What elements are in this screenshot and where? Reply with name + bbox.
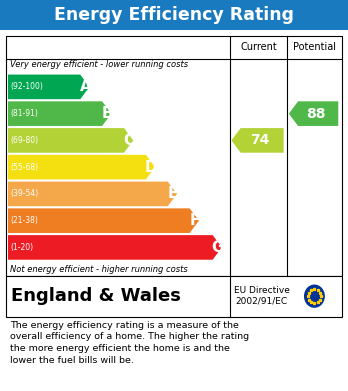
Text: (69-80): (69-80) bbox=[10, 136, 38, 145]
Text: G: G bbox=[212, 240, 224, 255]
Text: (1-20): (1-20) bbox=[10, 243, 33, 252]
Text: Potential: Potential bbox=[293, 42, 336, 52]
Text: Not energy efficient - higher running costs: Not energy efficient - higher running co… bbox=[10, 265, 188, 274]
Text: F: F bbox=[190, 213, 200, 228]
Text: (81-91): (81-91) bbox=[10, 109, 38, 118]
Text: The energy efficiency rating is a measure of the
overall efficiency of a home. T: The energy efficiency rating is a measur… bbox=[10, 321, 249, 365]
Polygon shape bbox=[8, 101, 111, 126]
Text: (55-68): (55-68) bbox=[10, 163, 38, 172]
Text: E: E bbox=[168, 187, 178, 201]
Polygon shape bbox=[8, 128, 133, 153]
Text: EU Directive
2002/91/EC: EU Directive 2002/91/EC bbox=[234, 287, 290, 306]
Text: England & Wales: England & Wales bbox=[11, 287, 181, 305]
Text: A: A bbox=[79, 79, 91, 94]
Polygon shape bbox=[8, 75, 89, 99]
Bar bbox=[0, 0, 348, 30]
Text: 88: 88 bbox=[307, 107, 326, 121]
Bar bbox=[6, 36, 342, 276]
Text: Energy Efficiency Rating: Energy Efficiency Rating bbox=[54, 6, 294, 24]
Polygon shape bbox=[8, 235, 222, 260]
Text: (92-100): (92-100) bbox=[10, 83, 43, 91]
Text: (39-54): (39-54) bbox=[10, 189, 38, 198]
Text: Current: Current bbox=[240, 42, 277, 52]
Polygon shape bbox=[8, 155, 155, 179]
Text: B: B bbox=[101, 106, 113, 121]
Bar bbox=[6, 276, 342, 317]
Text: C: C bbox=[124, 133, 135, 148]
Text: Very energy efficient - lower running costs: Very energy efficient - lower running co… bbox=[10, 60, 188, 69]
Polygon shape bbox=[289, 101, 338, 126]
Circle shape bbox=[305, 285, 324, 307]
Polygon shape bbox=[8, 208, 199, 233]
Polygon shape bbox=[8, 181, 177, 206]
Text: 74: 74 bbox=[251, 133, 270, 147]
Polygon shape bbox=[231, 128, 284, 153]
Text: D: D bbox=[145, 160, 157, 175]
Text: (21-38): (21-38) bbox=[10, 216, 38, 225]
